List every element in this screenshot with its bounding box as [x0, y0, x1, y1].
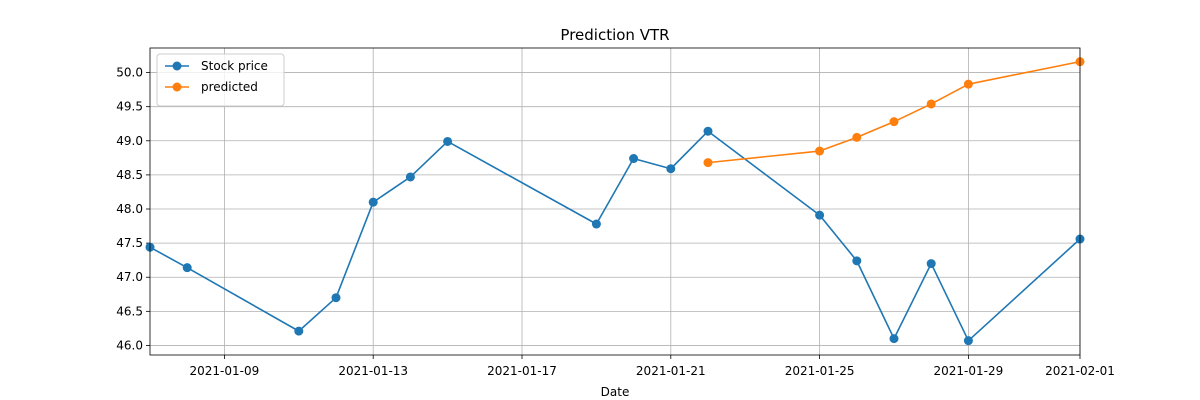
data-point-stock-price [629, 154, 639, 164]
y-tick-label: 49.0 [116, 134, 143, 148]
legend-label-predicted: predicted [201, 80, 258, 94]
x-tick-label: 2021-01-13 [338, 364, 408, 378]
data-point-stock-price [591, 219, 601, 229]
series-group [145, 57, 1085, 346]
legend: Stock price predicted [156, 53, 285, 107]
data-point-predicted [852, 132, 862, 142]
data-point-stock-price [443, 136, 453, 146]
x-tick-label: 2021-01-21 [636, 364, 706, 378]
y-tick-label: 46.5 [116, 304, 143, 318]
data-point-predicted [815, 146, 825, 156]
data-point-stock-price [666, 164, 676, 174]
legend-marker-stock-price [172, 61, 182, 71]
data-point-predicted [963, 79, 973, 89]
x-tick-label: 2021-01-25 [785, 364, 855, 378]
series-predicted [703, 57, 1085, 168]
x-axis-label: Date [601, 385, 630, 399]
data-point-stock-price [703, 126, 713, 136]
series-line-predicted [707, 60, 1081, 164]
legend-box [156, 53, 285, 107]
data-point-stock-price [368, 197, 378, 207]
y-tick-label: 48.0 [116, 202, 143, 216]
y-axis: 46.0 46.5 47.0 47.5 48.0 48.5 49.0 49.5 50.0 [116, 66, 150, 352]
y-tick-label: 50.0 [116, 66, 143, 80]
data-point-stock-price [405, 172, 415, 182]
x-tick-label: 2021-01-09 [190, 364, 260, 378]
chart-title: Prediction VTR [560, 26, 669, 44]
data-point-stock-price [963, 336, 973, 346]
data-point-stock-price [852, 256, 862, 266]
y-tick-label: 46.0 [116, 338, 143, 352]
y-tick-label: 48.5 [116, 168, 143, 182]
data-point-stock-price [182, 263, 192, 273]
legend-label-stock-price: Stock price [201, 59, 268, 73]
plot-area [149, 47, 1081, 356]
data-point-stock-price [889, 334, 899, 344]
data-point-predicted [703, 158, 713, 168]
x-tick-label: 2021-02-01 [1045, 364, 1115, 378]
y-tick-label: 47.0 [116, 270, 143, 284]
data-point-stock-price [926, 259, 936, 269]
x-tick-label: 2021-01-17 [487, 364, 557, 378]
grid [150, 48, 1081, 355]
series-line-stock-price [149, 130, 1081, 342]
data-point-stock-price [331, 293, 341, 303]
data-point-stock-price [294, 326, 304, 336]
data-point-predicted [926, 99, 936, 109]
series-stock-price [145, 126, 1085, 346]
x-axis: 2021-01-09 2021-01-13 2021-01-17 2021-01-21… [190, 355, 1115, 378]
data-point-predicted [889, 117, 899, 127]
y-tick-label: 49.5 [116, 100, 143, 114]
legend-marker-predicted [172, 82, 182, 92]
data-point-stock-price [815, 210, 825, 220]
y-tick-label: 47.5 [116, 236, 143, 250]
x-tick-label: 2021-01-29 [934, 364, 1004, 378]
